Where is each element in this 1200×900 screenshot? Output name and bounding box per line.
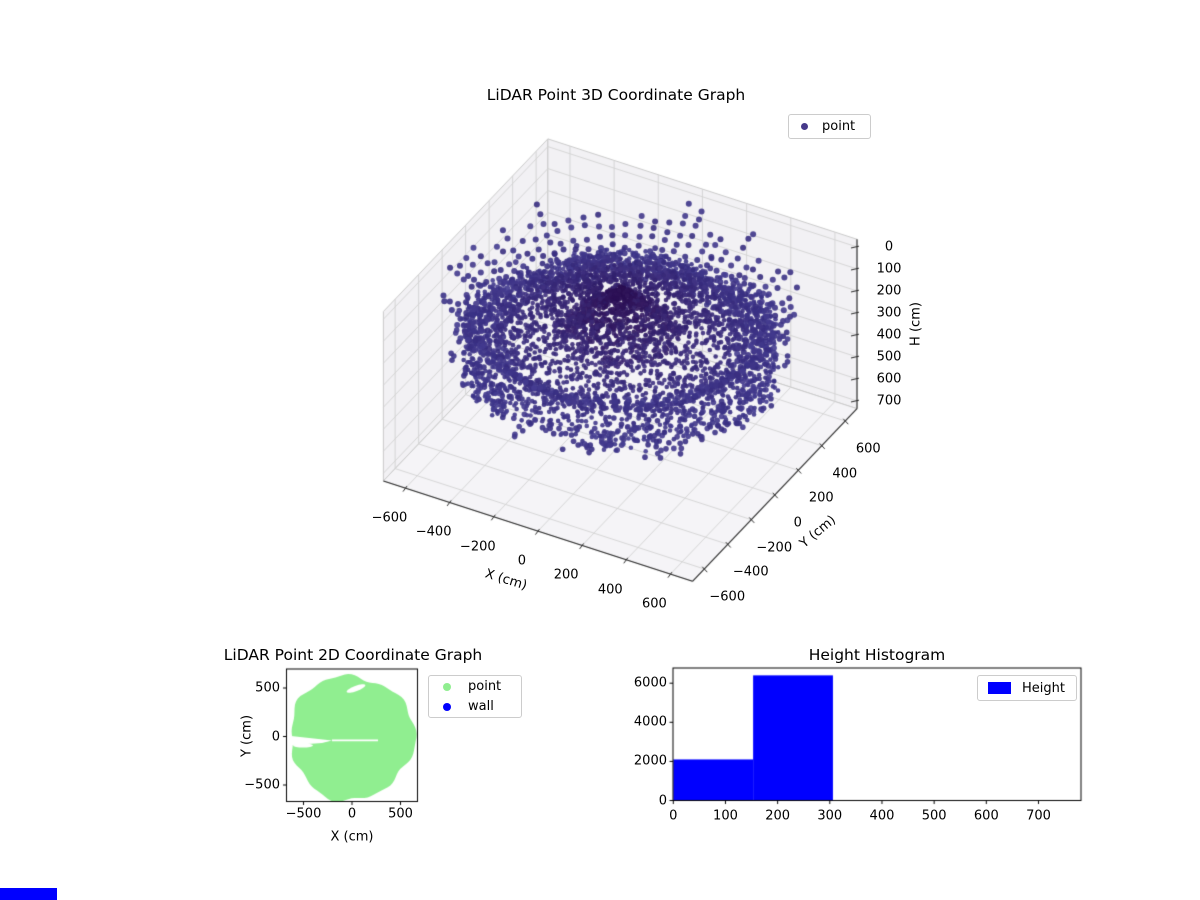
plot3d-legend: point	[788, 114, 871, 139]
plot2d-x-tick-label: 500	[388, 806, 413, 822]
plot3d-z-tick-label: 700	[876, 393, 902, 409]
histogram-x-tick-label: 600	[973, 808, 999, 824]
plot3d-z-tick-label: 600	[876, 371, 902, 387]
plot2d-legend: point wall	[428, 675, 522, 718]
plot2d-y-tick-label: 500	[255, 680, 280, 696]
plot3d-y-tick-label: −400	[732, 564, 769, 580]
plot2d-ylabel: Y (cm)	[239, 714, 255, 758]
plot3d-z-tick-label: 0	[884, 239, 894, 255]
plot3d-x-tick-label: −400	[415, 524, 452, 540]
point-marker-icon	[801, 123, 808, 130]
plot3d-title: LiDAR Point 3D Coordinate Graph	[486, 86, 746, 104]
histogram-x-tick-label: 200	[765, 808, 791, 824]
plot3d-y-tick-label: 600	[855, 441, 881, 457]
bottom-left-blue-strip	[0, 888, 57, 900]
plot3d-x-tick-label: −200	[459, 539, 496, 555]
plot3d-x-tick-label: −600	[371, 510, 408, 526]
wall-marker-icon	[443, 702, 451, 711]
histogram-y-tick-label: 6000	[633, 675, 667, 691]
histogram-x-tick-label: 400	[869, 808, 895, 824]
plot3d-y-tick-label: 400	[832, 466, 858, 482]
plot3d-x-tick-label: 0	[517, 553, 527, 569]
plot2d-xlabel: X (cm)	[330, 829, 374, 845]
histogram-legend-label-height: Height	[1022, 680, 1065, 696]
plot2d-legend-label-point: point	[468, 679, 502, 694]
plot3d-y-tick-label: 0	[793, 515, 802, 531]
histogram-x-tick-label: 700	[1026, 808, 1051, 824]
plot3d-z-tick-label: 200	[876, 283, 902, 299]
plot2d-x-tick-label: −500	[285, 806, 322, 822]
point-marker-icon	[443, 682, 451, 691]
histogram-y-tick-label: 0	[658, 793, 667, 808]
plot3d-y-tick-label: 200	[808, 490, 834, 506]
plot3d-legend-label-point: point	[822, 119, 856, 134]
histogram-x-tick-label: 100	[713, 808, 738, 824]
plot2d-y-tick-label: −500	[244, 777, 280, 793]
histogram-legend: Height	[977, 675, 1077, 701]
plot3d-x-tick-label: 200	[553, 567, 579, 583]
plot3d-z-tick-label: 300	[876, 305, 902, 321]
plot2d-title: LiDAR Point 2D Coordinate Graph	[223, 646, 483, 664]
plot2d-legend-row-wall: wall	[429, 697, 521, 717]
plot3d-z-tick-label: 100	[876, 261, 902, 277]
plot3d-zlabel: H (cm)	[908, 302, 924, 346]
plot3d-y-tick-label: −600	[709, 589, 746, 605]
histogram-x-tick-label: 300	[817, 808, 843, 824]
histogram-x-tick-label: 0	[669, 808, 678, 824]
plot3d-z-tick-label: 500	[876, 349, 902, 365]
plot2d-legend-row-point: point	[429, 677, 521, 697]
plot2d-y-tick-label: 0	[271, 729, 280, 744]
plot3d-x-tick-label: 400	[597, 582, 623, 598]
histogram-x-tick-label: 500	[921, 808, 947, 824]
histogram-y-tick-label: 2000	[633, 753, 667, 769]
plot2d-legend-label-wall: wall	[468, 699, 494, 714]
plot3d-x-tick-label: 600	[642, 596, 667, 612]
histogram-y-tick-label: 4000	[633, 714, 667, 730]
plot3d-z-tick-label: 400	[876, 327, 902, 343]
plot2d-x-tick-label: 0	[347, 806, 357, 822]
histogram-title: Height Histogram	[808, 646, 946, 664]
height-legend-swatch-icon	[988, 682, 1011, 694]
plot3d-y-tick-label: −200	[756, 540, 793, 556]
